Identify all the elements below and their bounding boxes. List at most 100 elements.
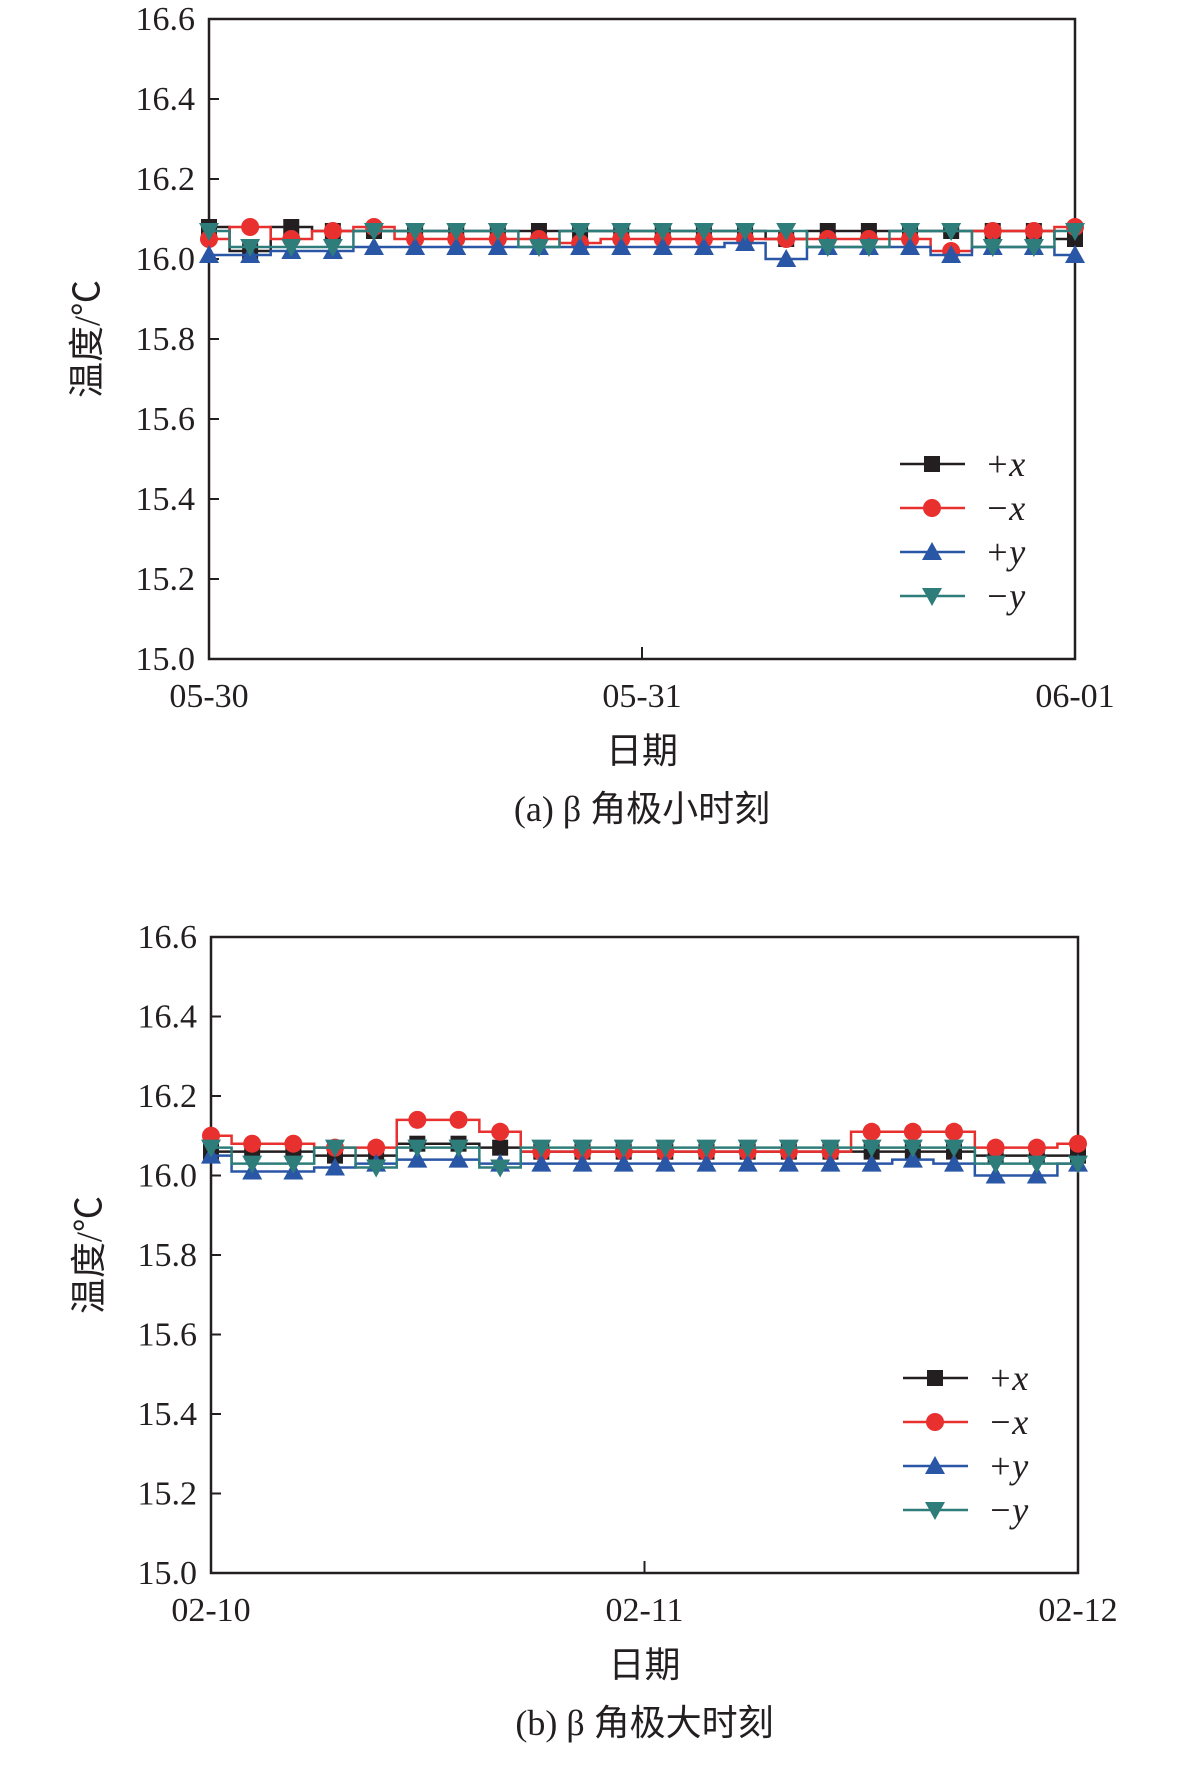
data-point--y [572,1139,593,1158]
y-tick-label: 15.2 [136,561,196,598]
y-tick-label: 15.4 [138,1396,198,1433]
data-point-+y [1026,1165,1047,1184]
data-point--x [862,1122,881,1141]
data-point--y [611,223,632,241]
y-tick-label: 15.0 [138,1555,198,1592]
data-point--y [448,1139,469,1158]
y-axis-label: 温度/℃ [69,1196,109,1314]
data-point-+y [405,237,426,255]
data-point-+y [776,249,797,267]
data-point--y [1065,223,1085,241]
y-tick-label: 16.2 [138,1078,198,1115]
data-point--y [531,1139,552,1158]
legend-marker [924,456,940,472]
data-point--y [570,223,591,241]
data-point--y [1026,1155,1047,1174]
legend-marker [925,1502,945,1520]
series-line-+y [211,1154,1078,1177]
legend-label: +x [985,444,1025,484]
data-point--y [902,1139,923,1158]
x-tick-label: 02-10 [171,1592,250,1629]
data-point--y [283,1155,304,1174]
data-point--x [983,222,1002,240]
y-tick-label: 15.0 [136,641,196,678]
data-point-+y [613,1153,634,1172]
y-tick-label: 15.6 [136,401,196,438]
x-tick-label: 05-31 [602,678,681,715]
data-point-+y [572,1153,593,1172]
data-point--y [900,223,921,241]
data-point--y [1023,239,1044,257]
data-point--y [366,1159,387,1178]
data-point--y [817,239,838,257]
data-point--y [363,223,384,241]
data-point-+y [693,237,714,255]
data-point-+x [492,1139,509,1156]
data-point-+y [199,245,219,263]
data-point--y [199,223,219,241]
data-point-+y [324,1157,345,1176]
data-point--x [945,1122,964,1141]
data-point-+y [1065,245,1085,263]
legend-marker [923,499,941,517]
data-point--y [487,223,508,241]
data-point-+y [611,237,632,255]
x-tick-label: 05-30 [169,678,248,715]
chart-a: 15.0 15.2 15.4 15.6 15.8 16.0 16.2 16.4 16.6 05-3… [67,1,1115,829]
data-point--y [861,1139,882,1158]
y-tick-label: 16.6 [136,1,196,38]
data-point-+y [531,1153,552,1172]
y-tick-label: 16.0 [138,1158,198,1195]
x-tick-label: 06-01 [1035,678,1114,715]
data-point--y [693,223,714,241]
legend-label: −x [985,488,1025,528]
legend-marker [922,588,942,606]
data-point--x [241,218,260,236]
data-point--x [903,1122,922,1141]
x-axis-label: 日期 [606,731,678,771]
data-point--y [201,1139,221,1158]
data-point--x [408,1110,427,1129]
data-point-+y [820,1153,841,1172]
data-point--y [407,1139,428,1158]
series-line-+y [209,241,1075,261]
data-point--y [655,1139,676,1158]
legend-marker [927,1370,943,1386]
chart-title: (a) β 角极小时刻 [514,789,770,829]
x-tick-label: 02-11 [605,1592,683,1629]
y-tick-label: 15.2 [138,1476,198,1513]
data-point--x [284,1134,303,1153]
legend-marker [925,1456,945,1474]
data-point-+y [735,233,756,251]
data-point-+y [446,237,467,255]
data-point--y [985,1155,1006,1174]
legend-label: +x [988,1358,1028,1398]
data-point--y [737,1139,758,1158]
plot-frame [207,17,1077,661]
data-point-+y [861,1153,882,1172]
data-point--x [1069,1134,1087,1153]
data-point--y [1068,1155,1088,1174]
y-tick-label: 16.4 [136,81,196,118]
data-point-+y [900,237,921,255]
data-point--y [528,239,549,257]
data-point--y [776,223,797,241]
data-point--y [982,239,1003,257]
data-point--y [322,239,343,257]
data-point--x [491,1122,510,1141]
data-point--y [944,1139,965,1158]
x-tick-label: 02-12 [1038,1592,1117,1629]
data-point--y [446,223,467,241]
data-point--x [323,222,342,240]
plot-frame [209,935,1080,1575]
data-point-+y [363,237,384,255]
data-point-+y [696,1153,717,1172]
legend-label: +y [985,532,1025,572]
y-tick-label: 16.0 [136,241,196,278]
chart-b: 15.0 15.2 15.4 15.6 15.8 16.0 16.2 16.4 16.6 02-1… [69,919,1118,1743]
y-tick-label: 15.6 [138,1317,198,1354]
data-point--y [858,239,879,257]
y-tick-label: 16.6 [138,919,198,956]
data-point--y [696,1139,717,1158]
data-point--y [941,223,962,241]
